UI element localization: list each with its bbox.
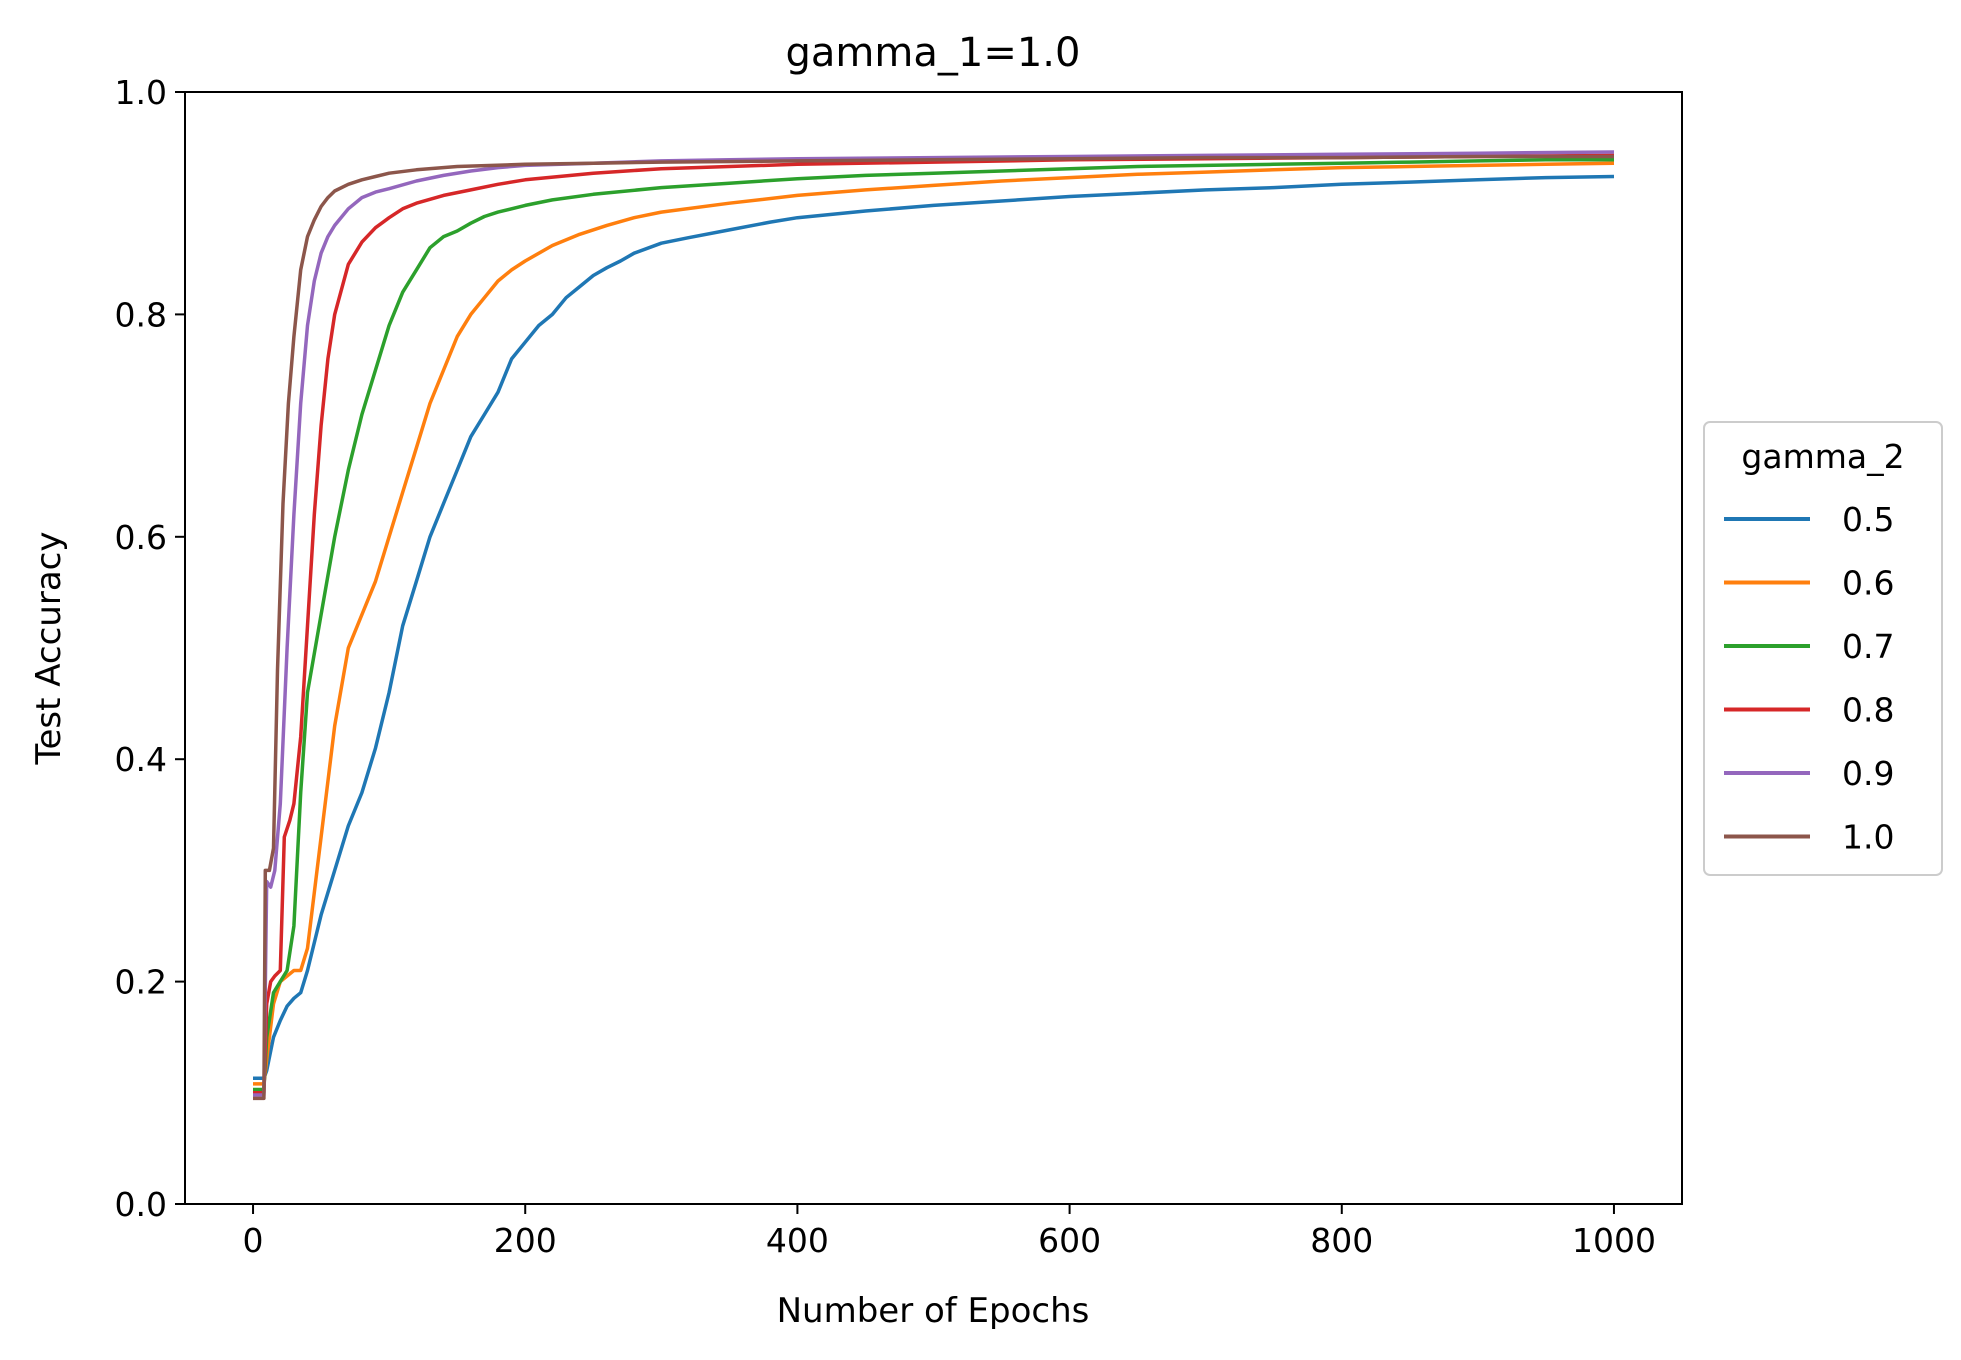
x-tick-label: 400 xyxy=(766,1221,829,1260)
y-axis: 0.0 0.2 0.4 0.6 0.8 1.0 xyxy=(115,73,185,1224)
plot-area xyxy=(185,92,1682,1204)
x-tick-label: 800 xyxy=(1310,1221,1373,1260)
y-tick-label: 0.2 xyxy=(115,963,167,1002)
chart-title: gamma_1=1.0 xyxy=(786,30,1081,76)
x-axis: 0 200 400 600 800 1000 xyxy=(243,1204,1656,1260)
legend-label-1.0: 1.0 xyxy=(1842,818,1894,857)
x-tick-label: 1000 xyxy=(1572,1221,1656,1260)
series-line-0.9 xyxy=(253,150,1615,1097)
x-tick-label: 0 xyxy=(243,1221,264,1260)
legend-title: gamma_2 xyxy=(1741,437,1904,476)
legend-entries: 0.5 0.6 0.7 0.8 0.9 1.0 xyxy=(1724,500,1894,857)
series-line-1.0 xyxy=(253,154,1614,1101)
legend-box xyxy=(1703,421,1943,876)
y-tick-label: 1.0 xyxy=(115,73,167,112)
y-tick-label: 0.8 xyxy=(115,295,167,334)
y-axis-title: Test Accuracy xyxy=(29,532,69,766)
legend-label-0.6: 0.6 xyxy=(1842,564,1894,603)
series-line-0.5 xyxy=(253,174,1615,1081)
series-line-0.8 xyxy=(253,153,1615,1095)
x-axis-title: Number of Epochs xyxy=(777,1291,1090,1331)
legend-label-0.9: 0.9 xyxy=(1842,754,1894,793)
y-tick-label: 0.6 xyxy=(115,518,167,557)
legend-label-0.7: 0.7 xyxy=(1842,627,1894,666)
legend-label-0.8: 0.8 xyxy=(1842,691,1894,730)
y-tick-label: 0.4 xyxy=(115,740,167,779)
plot-frame xyxy=(184,91,1683,1205)
series-line-0.7 xyxy=(253,158,1614,1092)
x-tick-label: 600 xyxy=(1038,1221,1101,1260)
legend: gamma_2 0.5 0.6 0.7 0.8 0.9 1.0 xyxy=(1703,421,1943,876)
x-tick-label: 200 xyxy=(494,1221,557,1260)
series-layer xyxy=(253,150,1615,1101)
series-line-0.6 xyxy=(253,161,1615,1086)
y-tick-label: 0.0 xyxy=(115,1185,167,1224)
legend-label-0.5: 0.5 xyxy=(1842,500,1894,539)
